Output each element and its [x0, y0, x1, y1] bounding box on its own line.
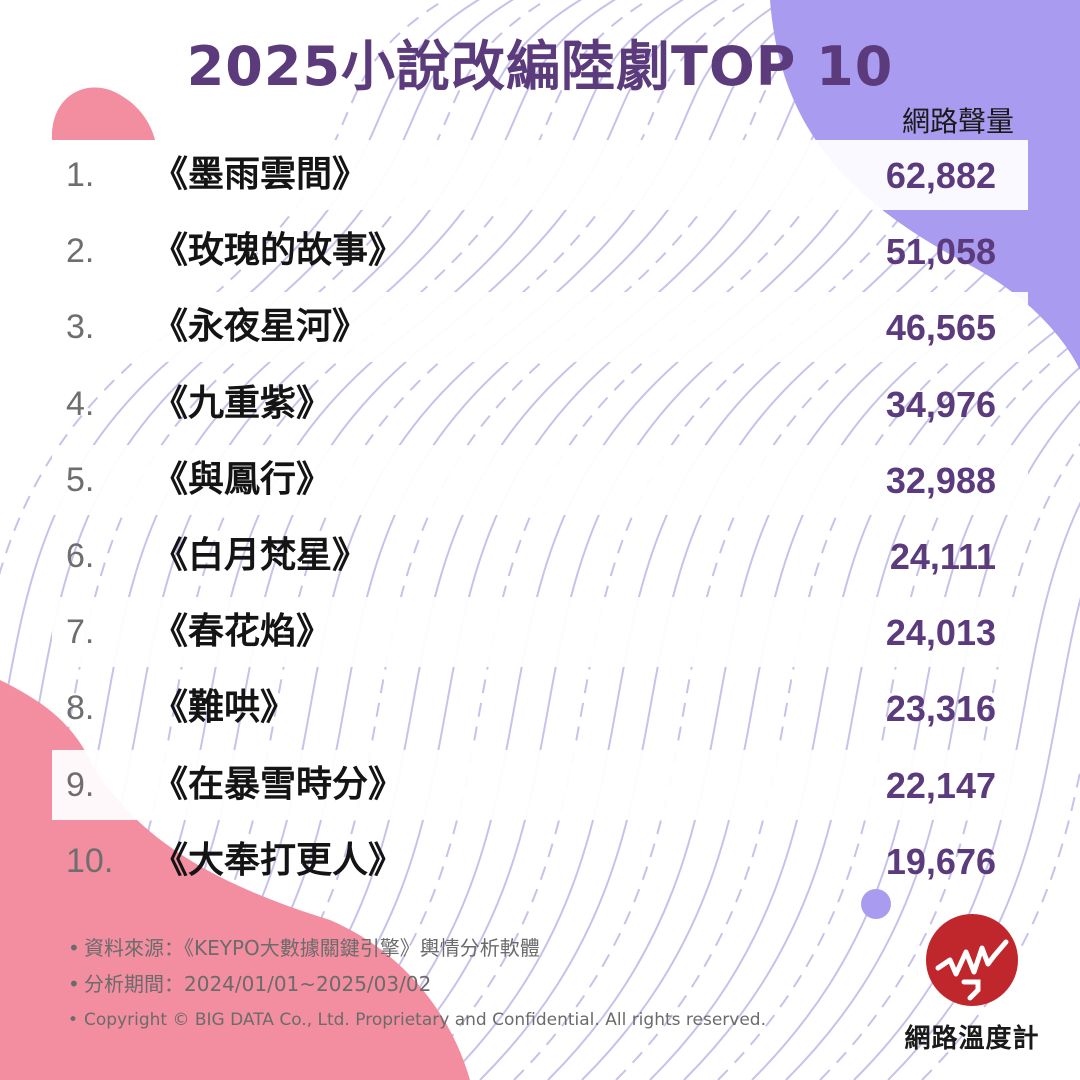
rank-number: 5. [66, 460, 95, 499]
volume-value: 32,988 [885, 459, 996, 501]
copyright-text: Copyright © BIG DATA Co., Ltd. Proprieta… [84, 1010, 766, 1030]
period-text: 分析期間：2024/01/01~2025/03/02 [84, 972, 432, 996]
volume-value: 46,565 [885, 307, 996, 349]
source-text: 資料來源：《KEYPO大數據關鍵引擎》輿情分析軟體 [84, 936, 540, 960]
wave-line [411, 0, 1059, 1080]
volume-value: 34,976 [885, 383, 996, 425]
page-title: 2025小說改編陸劇TOP 10 [186, 35, 894, 98]
drama-title: 《九重紫》 [152, 382, 333, 424]
table-row: 3. 《永夜星河》 46,565 [52, 292, 1028, 363]
bullet: • [68, 936, 80, 960]
wave-line [785, 399, 1080, 1080]
table-row: 2. 《玫瑰的故事》 51,058 [52, 216, 1028, 286]
rank-number: 1. [66, 156, 95, 194]
rank-number: 9. [66, 765, 95, 804]
table-row: 5. 《與鳳行》 32,988 [52, 444, 1028, 515]
volume-value: 23,316 [885, 688, 996, 730]
wave-line [309, 0, 957, 1080]
volume-value: 22,147 [885, 764, 996, 806]
pink-top-shape [51, 87, 155, 140]
wave-line [615, 244, 1080, 1080]
rank-number: 10. [66, 841, 114, 880]
drama-title: 《與鳳行》 [152, 458, 333, 500]
drama-title: 《白月梵星》 [152, 535, 369, 576]
wave-line [921, 767, 1080, 1080]
drama-title: 《玫瑰的故事》 [152, 230, 405, 272]
wave-line [751, 365, 1080, 1080]
lavender-dot-shape [861, 889, 891, 919]
rank-number: 8. [66, 689, 95, 728]
volume-value: 19,676 [885, 840, 996, 882]
table-row: 6. 《白月梵星》 24,111 [52, 521, 1028, 591]
bullet: • [68, 972, 80, 996]
volume-value: 24,111 [889, 536, 996, 577]
table-row: 9. 《在暴雪時分》 22,147 [52, 749, 1028, 820]
wave-line [105, 0, 753, 1080]
wave-line [717, 337, 1080, 1080]
table-row: 10. 《大奉打更人》 19,676 [52, 826, 1028, 896]
pulse-line-icon [926, 914, 1018, 1006]
wave-line [819, 442, 1080, 1080]
copyright-note: • Copyright © BIG DATA Co., Ltd. Propriet… [68, 1002, 766, 1038]
logo-text: 網路溫度計 [904, 1024, 1040, 1054]
table-row: 1. 《墨雨雲間》 62,882 [52, 140, 1028, 210]
table-row: 4. 《九重紫》 34,976 [52, 369, 1028, 439]
table-row: 7. 《春花焰》 24,013 [52, 597, 1028, 668]
wave-line [853, 501, 1080, 1080]
rank-number: 7. [66, 613, 95, 652]
drama-title: 《永夜星河》 [152, 306, 369, 348]
wave-line [513, 72, 1080, 1080]
volume-value: 24,013 [885, 612, 996, 654]
column-header: 網路聲量 [901, 105, 1014, 138]
source-note: • 資料來源：《KEYPO大數據關鍵引擎》輿情分析軟體 [68, 930, 766, 966]
table-row: 8. 《難哄》 23,316 [52, 673, 1028, 743]
pink-bottom-shape [0, 680, 470, 1080]
rank-number: 6. [66, 537, 95, 575]
drama-title: 《春花焰》 [152, 611, 333, 653]
rank-number: 4. [66, 384, 95, 423]
period-note: • 分析期間：2024/01/01~2025/03/02 [68, 966, 766, 1002]
volume-value: 62,882 [885, 155, 996, 196]
drama-title: 《難哄》 [152, 687, 297, 729]
wave-line [887, 596, 1080, 1080]
drama-title: 《墨雨雲間》 [152, 154, 369, 195]
rank-number: 3. [66, 308, 95, 347]
drama-title: 《在暴雪時分》 [152, 763, 405, 805]
drama-title: 《大奉打更人》 [152, 839, 405, 881]
brand-logo: 網路溫度計 [904, 912, 1040, 1055]
volume-value: 51,058 [885, 231, 996, 273]
wave-line [207, 0, 855, 1080]
bullet: • [68, 1010, 79, 1030]
footer-notes: • 資料來源：《KEYPO大數據關鍵引擎》輿情分析軟體 • 分析期間：2024/01… [68, 930, 766, 1038]
rank-number: 2. [66, 232, 95, 271]
